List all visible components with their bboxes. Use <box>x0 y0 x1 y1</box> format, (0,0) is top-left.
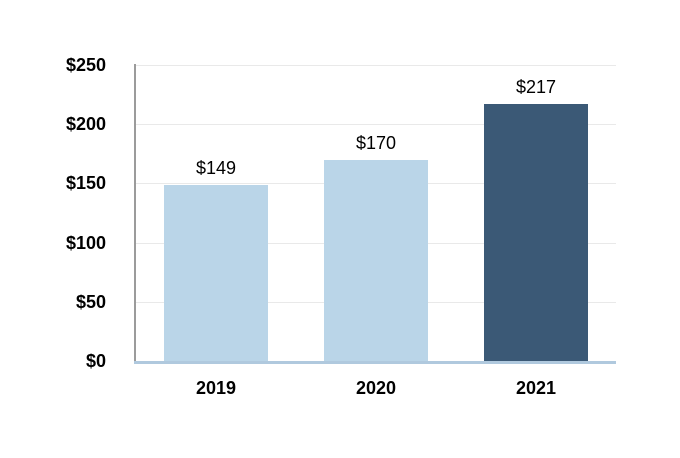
x-category-label-2020: 2020 <box>355 378 397 398</box>
bar-2019 <box>164 185 268 361</box>
y-axis-line <box>134 64 136 364</box>
bar-value-label-2019: $149 <box>195 158 237 178</box>
y-tick-label-$50: $50 <box>75 292 106 312</box>
y-tick-label-$100: $100 <box>65 233 106 253</box>
gridline-$200 <box>136 124 616 125</box>
y-tick-label-$150: $150 <box>65 173 106 193</box>
bar-value-label-2021: $217 <box>515 77 557 97</box>
y-tick-label-$250: $250 <box>65 55 106 75</box>
bar-value-label-2020: $170 <box>355 133 397 153</box>
x-category-label-2021: 2021 <box>515 378 557 398</box>
x-axis-baseline <box>134 361 616 364</box>
bar-2021 <box>484 104 588 361</box>
y-tick-label-$0: $0 <box>85 351 106 371</box>
gridline-$250 <box>136 65 616 66</box>
x-category-label-2019: 2019 <box>195 378 237 398</box>
y-tick-label-$200: $200 <box>65 114 106 134</box>
bar-2020 <box>324 160 428 361</box>
